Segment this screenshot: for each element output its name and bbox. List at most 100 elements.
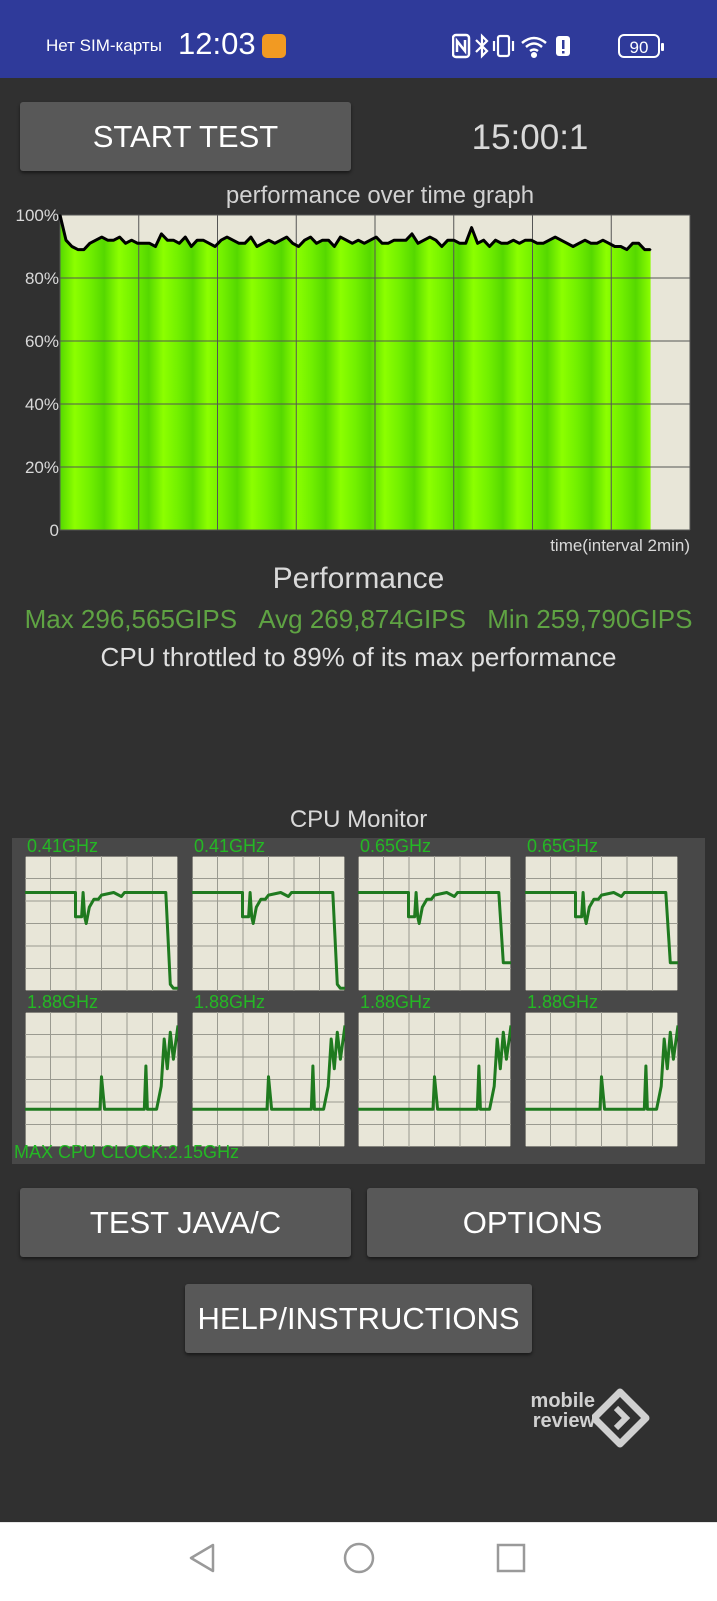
test-java-c-button[interactable]: TEST JAVA/C xyxy=(20,1188,351,1257)
data-point xyxy=(619,245,622,248)
data-point xyxy=(506,242,509,245)
y-tick-label: 20% xyxy=(25,458,59,477)
y-tick-label: 0 xyxy=(50,521,59,540)
data-point xyxy=(244,242,246,245)
data-point xyxy=(530,239,533,241)
data-point xyxy=(256,245,258,248)
data-point xyxy=(393,239,395,241)
data-point xyxy=(262,242,264,245)
data-point xyxy=(268,239,270,241)
data-point xyxy=(446,239,449,241)
clock: 12:03 xyxy=(178,26,256,61)
performance-line xyxy=(58,214,651,252)
data-point xyxy=(339,236,342,238)
help-instructions-button[interactable]: HELP/INSTRUCTIONS xyxy=(185,1284,532,1353)
data-point xyxy=(190,245,193,248)
core-frequency-line xyxy=(525,1025,678,1111)
data-point xyxy=(649,248,652,251)
data-point xyxy=(458,242,461,245)
data-point xyxy=(536,242,539,245)
core-frequency-line xyxy=(192,1025,345,1111)
app-screen: START TEST 15:00:1 performance over time… xyxy=(0,78,717,1522)
data-point xyxy=(59,214,61,216)
data-point xyxy=(429,236,431,238)
core-frequency-line xyxy=(358,891,511,965)
data-point xyxy=(112,239,115,241)
data-point xyxy=(423,239,425,241)
core-frequency: 0.41GHz xyxy=(27,836,99,856)
cpu-monitor-panel: 0.41GHz 0.41GHz 0.65GHz 0.65GHz 1.88GHz 1.88G… xyxy=(12,836,705,1164)
data-point xyxy=(250,236,252,238)
data-point xyxy=(631,242,634,245)
data-point xyxy=(154,245,157,248)
data-point xyxy=(291,242,294,245)
data-point xyxy=(452,239,455,241)
data-point xyxy=(232,239,234,241)
y-tick-label: 80% xyxy=(25,269,59,288)
mobile-review-logo: mobile review xyxy=(510,1388,660,1448)
data-point xyxy=(136,242,139,245)
data-point xyxy=(590,242,592,245)
data-point xyxy=(375,236,377,238)
data-point xyxy=(488,245,491,248)
data-point xyxy=(363,242,366,245)
performance-area xyxy=(60,215,651,530)
data-point xyxy=(220,239,222,241)
data-point xyxy=(643,248,646,251)
data-point xyxy=(285,236,288,238)
y-tick-label: 100% xyxy=(16,208,59,225)
carrier-text: Нет SIM-карты xyxy=(46,36,162,55)
data-point xyxy=(542,242,545,245)
data-point xyxy=(441,245,443,248)
data-point xyxy=(500,242,503,245)
data-point xyxy=(608,242,610,245)
data-point xyxy=(100,236,103,238)
app-notification-icon xyxy=(262,34,286,58)
data-point xyxy=(470,226,473,229)
data-point xyxy=(548,239,551,241)
data-point xyxy=(625,248,628,251)
data-point xyxy=(321,239,324,241)
options-button[interactable]: OPTIONS xyxy=(367,1188,698,1257)
data-point xyxy=(333,245,336,248)
min-performance: Min 259,790GIPS xyxy=(487,604,693,634)
data-point xyxy=(166,239,169,241)
core-frequency: 1.88GHz xyxy=(360,992,432,1012)
home-icon[interactable] xyxy=(342,1541,376,1575)
graph-title: performance over time graph xyxy=(225,182,535,209)
data-point xyxy=(572,245,574,248)
performance-stats: Max 296,565GIPS Avg 269,874GIPS Min 259,… xyxy=(0,604,717,635)
max-performance: Max 296,565GIPS xyxy=(24,604,238,634)
data-point xyxy=(464,242,467,245)
data-point xyxy=(369,239,372,241)
data-point xyxy=(614,245,616,248)
data-point xyxy=(435,239,437,241)
back-icon[interactable] xyxy=(185,1541,219,1575)
y-tick-label: 60% xyxy=(25,332,59,351)
data-point xyxy=(238,242,240,245)
data-point xyxy=(309,236,312,238)
avg-performance: Avg 269,874GIPS xyxy=(258,604,466,634)
performance-graph: 100% 80% 60% 40% 20% 0 time(interval 2min) xyxy=(16,208,691,555)
data-point xyxy=(482,239,485,241)
recents-icon[interactable] xyxy=(494,1541,528,1575)
status-bar: Нет SIM-карты 12:03 90 xyxy=(0,0,717,78)
core-frequency: 1.88GHz xyxy=(527,992,599,1012)
core-frequency: 1.88GHz xyxy=(27,992,99,1012)
core-frequency: 0.65GHz xyxy=(527,836,599,856)
start-test-button[interactable]: START TEST xyxy=(20,102,351,171)
data-point xyxy=(118,236,121,238)
data-point xyxy=(602,239,604,241)
cpu-monitor-title: CPU Monitor xyxy=(289,806,428,833)
data-point xyxy=(160,233,163,235)
data-point xyxy=(584,239,586,241)
vibrate-icon xyxy=(492,34,515,58)
core-frequency-line xyxy=(192,891,345,990)
data-point xyxy=(524,239,527,241)
data-point xyxy=(476,242,479,245)
data-point xyxy=(184,236,187,238)
core-frequency: 1.88GHz xyxy=(194,992,266,1012)
data-point xyxy=(124,242,127,245)
core-frequency: 0.65GHz xyxy=(360,836,432,856)
data-point xyxy=(130,239,133,241)
